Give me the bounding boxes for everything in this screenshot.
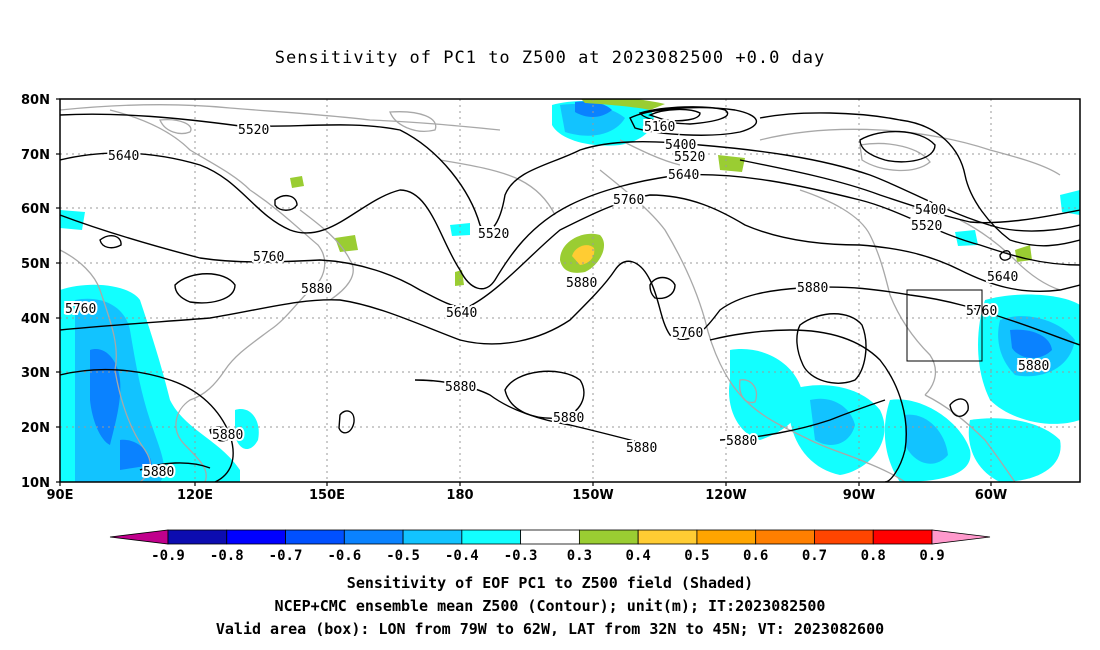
contour-label: 5880 xyxy=(445,380,476,395)
colorbar-swatch xyxy=(696,529,757,545)
lon-label: 150E xyxy=(309,488,345,503)
lon-label: 120W xyxy=(705,488,746,503)
colorbar-swatch xyxy=(226,529,286,545)
colorbar-swatch xyxy=(461,529,522,545)
contour-labels: 5160 5400 5520 5640 5760 5880 5520 5640 … xyxy=(106,118,1051,458)
colorbar-tick-label: -0.3 xyxy=(504,548,538,564)
contour-label: 5760 xyxy=(672,326,703,341)
colorbar-min-triangle xyxy=(109,529,169,545)
colorbar-tick-label: 0.9 xyxy=(919,548,944,564)
colorbar-swatch xyxy=(402,529,463,545)
contour-label: 5520 xyxy=(238,123,269,138)
map-plot-area: 5160 5400 5520 5640 5760 5880 5520 5640 … xyxy=(60,99,1080,482)
lon-label: 90E xyxy=(47,488,74,503)
colorbar-swatch xyxy=(520,529,580,545)
contour-5160-loop xyxy=(648,108,701,122)
contour-eastern-trough-2 xyxy=(739,159,1080,224)
lat-label: 60N xyxy=(21,202,50,217)
contour-label: 5640 xyxy=(108,149,139,164)
lat-axis-labels: 80N 70N 60N 50N 40N 30N 20N 10N xyxy=(21,93,50,491)
contour-label: 5760 xyxy=(253,250,284,265)
lat-label: 50N xyxy=(21,257,50,272)
colorbar-swatch xyxy=(814,529,874,545)
lon-label: 60W xyxy=(975,488,1007,503)
colorbar-swatch xyxy=(578,529,639,545)
colorbar-swatch xyxy=(637,529,698,545)
colorbar-tick-label: 0.6 xyxy=(743,548,768,564)
colorbar-tick-label: 0.5 xyxy=(684,548,709,564)
lat-label: 30N xyxy=(21,366,50,381)
contour-label: 5880 xyxy=(212,428,243,443)
graticule xyxy=(60,99,1080,482)
lat-label: 80N xyxy=(21,93,50,108)
footer-line-1: Sensitivity of EOF PC1 to Z500 field (Sh… xyxy=(346,574,754,592)
contour-5520-loop xyxy=(629,106,757,136)
contour-5760-north xyxy=(60,194,1080,308)
contour-label: 5880 xyxy=(143,465,174,480)
lat-label: 40N xyxy=(21,312,50,327)
lon-label: 120E xyxy=(177,488,213,503)
colorbar-max-triangle xyxy=(931,529,991,545)
footer-line-3: Valid area (box): LON from 79W to 62W, L… xyxy=(215,620,885,638)
extra-contour-labels: 5760 5880 5880 xyxy=(63,300,245,482)
map-title: Sensitivity of PC1 to Z500 at 2023082500… xyxy=(274,48,826,68)
lat-label: 20N xyxy=(21,421,50,436)
colorbar-tick-label: 0.4 xyxy=(626,548,651,564)
z500-contours xyxy=(60,106,1080,482)
contour-5880-main xyxy=(60,260,1080,346)
contour-label: 5880 xyxy=(1018,359,1049,374)
contour-label: 5880 xyxy=(726,434,757,449)
contour-label: 5760 xyxy=(613,193,644,208)
lon-label: 90W xyxy=(843,488,875,503)
contour-label: 5880 xyxy=(553,411,584,426)
contour-label: 5520 xyxy=(478,227,509,242)
valid-area-box xyxy=(906,289,983,362)
contour-label: 5520 xyxy=(674,150,705,165)
colorbar-tick-label: -0.5 xyxy=(386,548,420,564)
contour-5520-north xyxy=(60,113,1080,232)
lat-label: 70N xyxy=(21,148,50,163)
contour-label: 5640 xyxy=(668,168,699,183)
contour-eastern-trough xyxy=(759,112,1080,247)
colorbar-swatch xyxy=(343,529,404,545)
contour-label: 5160 xyxy=(644,120,675,135)
colorbar-tick-label: -0.7 xyxy=(269,548,303,564)
sensitivity-shading xyxy=(60,99,1080,482)
contour-label: 5880 xyxy=(566,276,597,291)
colorbar-tick-label: -0.4 xyxy=(445,548,479,564)
contour-label: 5880 xyxy=(301,282,332,297)
colorbar-swatch xyxy=(755,529,815,545)
colorbar-swatch xyxy=(167,529,228,545)
contour-label: 5400 xyxy=(665,138,696,153)
colorbar-tick-label: -0.6 xyxy=(327,548,361,564)
axis-ticks xyxy=(56,98,992,486)
colorbar: -0.9 -0.8 -0.7 -0.6 -0.5 -0.4 -0.3 0.3 0.4 0.5 0.6… xyxy=(109,529,991,564)
map-frame xyxy=(59,98,1081,483)
colorbar-tick-label: -0.9 xyxy=(151,548,185,564)
lon-label: 150W xyxy=(572,488,613,503)
contour-label: 5400 xyxy=(915,203,946,218)
footer-line-2: NCEP+CMC ensemble mean Z500 (Contour); u… xyxy=(274,597,826,615)
contour-label: 5520 xyxy=(911,219,942,234)
lat-label: 10N xyxy=(21,476,50,491)
lon-label: 180 xyxy=(446,488,473,503)
contour-label: 5640 xyxy=(987,270,1018,285)
contour-label: 5640 xyxy=(446,306,477,321)
contour-5400-loop xyxy=(638,106,729,125)
colorbar-tick-label: 0.7 xyxy=(802,548,827,564)
map-figure: 5160 5400 5520 5640 5760 5880 5520 5640 … xyxy=(21,93,1081,564)
colorbar-swatch xyxy=(872,529,933,545)
colorbar-tick-label: 0.8 xyxy=(861,548,886,564)
contour-5640-north xyxy=(60,152,1080,290)
colorbar-tick-label: -0.8 xyxy=(210,548,244,564)
contour-label: 5880 xyxy=(797,281,828,296)
contour-label: 5760 xyxy=(65,302,96,317)
colorbar-swatch xyxy=(285,529,345,545)
colorbar-tick-label: 0.3 xyxy=(567,548,592,564)
lon-axis-labels: 90E 120E 150E 180 150W 120W 90W 60W xyxy=(47,488,1008,503)
contour-label: 5880 xyxy=(626,441,657,456)
